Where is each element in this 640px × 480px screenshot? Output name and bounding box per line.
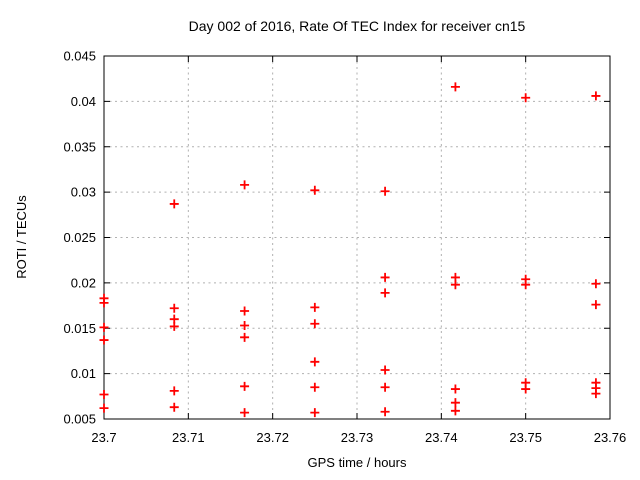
tick-layer [103,55,611,420]
chart-title: Day 002 of 2016, Rate Of TEC Index for r… [189,18,526,34]
x-tick-label: 23.71 [172,430,205,445]
data-point-marker [310,319,320,329]
y-tick-label: 0.015 [63,321,96,336]
data-point-marker [310,302,320,312]
x-tick-label: 23.74 [425,430,458,445]
data-point-marker [591,91,601,101]
x-tick-label: 23.73 [341,430,374,445]
data-point-marker [310,408,320,418]
data-point-marker [310,185,320,195]
data-point-marker [521,280,531,290]
data-point-marker [99,403,109,413]
data-point-marker [380,186,390,196]
data-point-marker [240,180,250,190]
data-point-marker [591,389,601,399]
data-point-marker [450,384,460,394]
data-point-marker [450,406,460,416]
y-tick-label: 0.03 [71,185,96,200]
data-point-marker [380,382,390,392]
data-point-marker [169,402,179,412]
data-point-marker [380,365,390,375]
data-point-marker [380,288,390,298]
y-tick-label: 0.04 [71,94,96,109]
data-point-marker [99,298,109,308]
x-tick-label: 23.76 [594,430,627,445]
data-point-marker [169,303,179,313]
y-tick-label: 0.01 [71,366,96,381]
data-point-marker [240,381,250,391]
data-point-marker [591,300,601,310]
y-tick-label: 0.035 [63,139,96,154]
data-point-marker [99,335,109,345]
data-point-layer [99,82,601,418]
data-point-marker [450,82,460,92]
x-tick-label: 23.75 [509,430,542,445]
data-point-marker [310,357,320,367]
data-point-marker [310,382,320,392]
data-point-marker [99,322,109,332]
y-tick-label: 0.005 [63,412,96,427]
y-axis-label: ROTI / TECUs [14,195,29,279]
data-point-marker [521,384,531,394]
data-point-marker [99,389,109,399]
data-point-marker [240,306,250,316]
x-axis-label: GPS time / hours [308,455,407,470]
tick-label-layer: 23.7 23.71 23.72 23.73 23.74 23.75 23.76 0.005 0… [63,49,626,446]
x-tick-label: 23.72 [256,430,289,445]
y-tick-label: 0.045 [63,49,96,64]
y-tick-label: 0.025 [63,230,96,245]
data-point-marker [380,407,390,417]
data-point-marker [240,321,250,331]
data-point-marker [591,279,601,289]
data-point-marker [169,321,179,331]
grid-layer [103,55,611,420]
data-point-marker [380,272,390,282]
x-tick-label: 23.7 [91,430,116,445]
data-point-marker [240,408,250,418]
y-tick-label: 0.02 [71,275,96,290]
data-point-marker [169,199,179,209]
data-point-marker [521,93,531,103]
data-point-marker [240,332,250,342]
data-point-marker [169,386,179,396]
data-point-marker [450,398,460,408]
data-point-marker [450,280,460,290]
